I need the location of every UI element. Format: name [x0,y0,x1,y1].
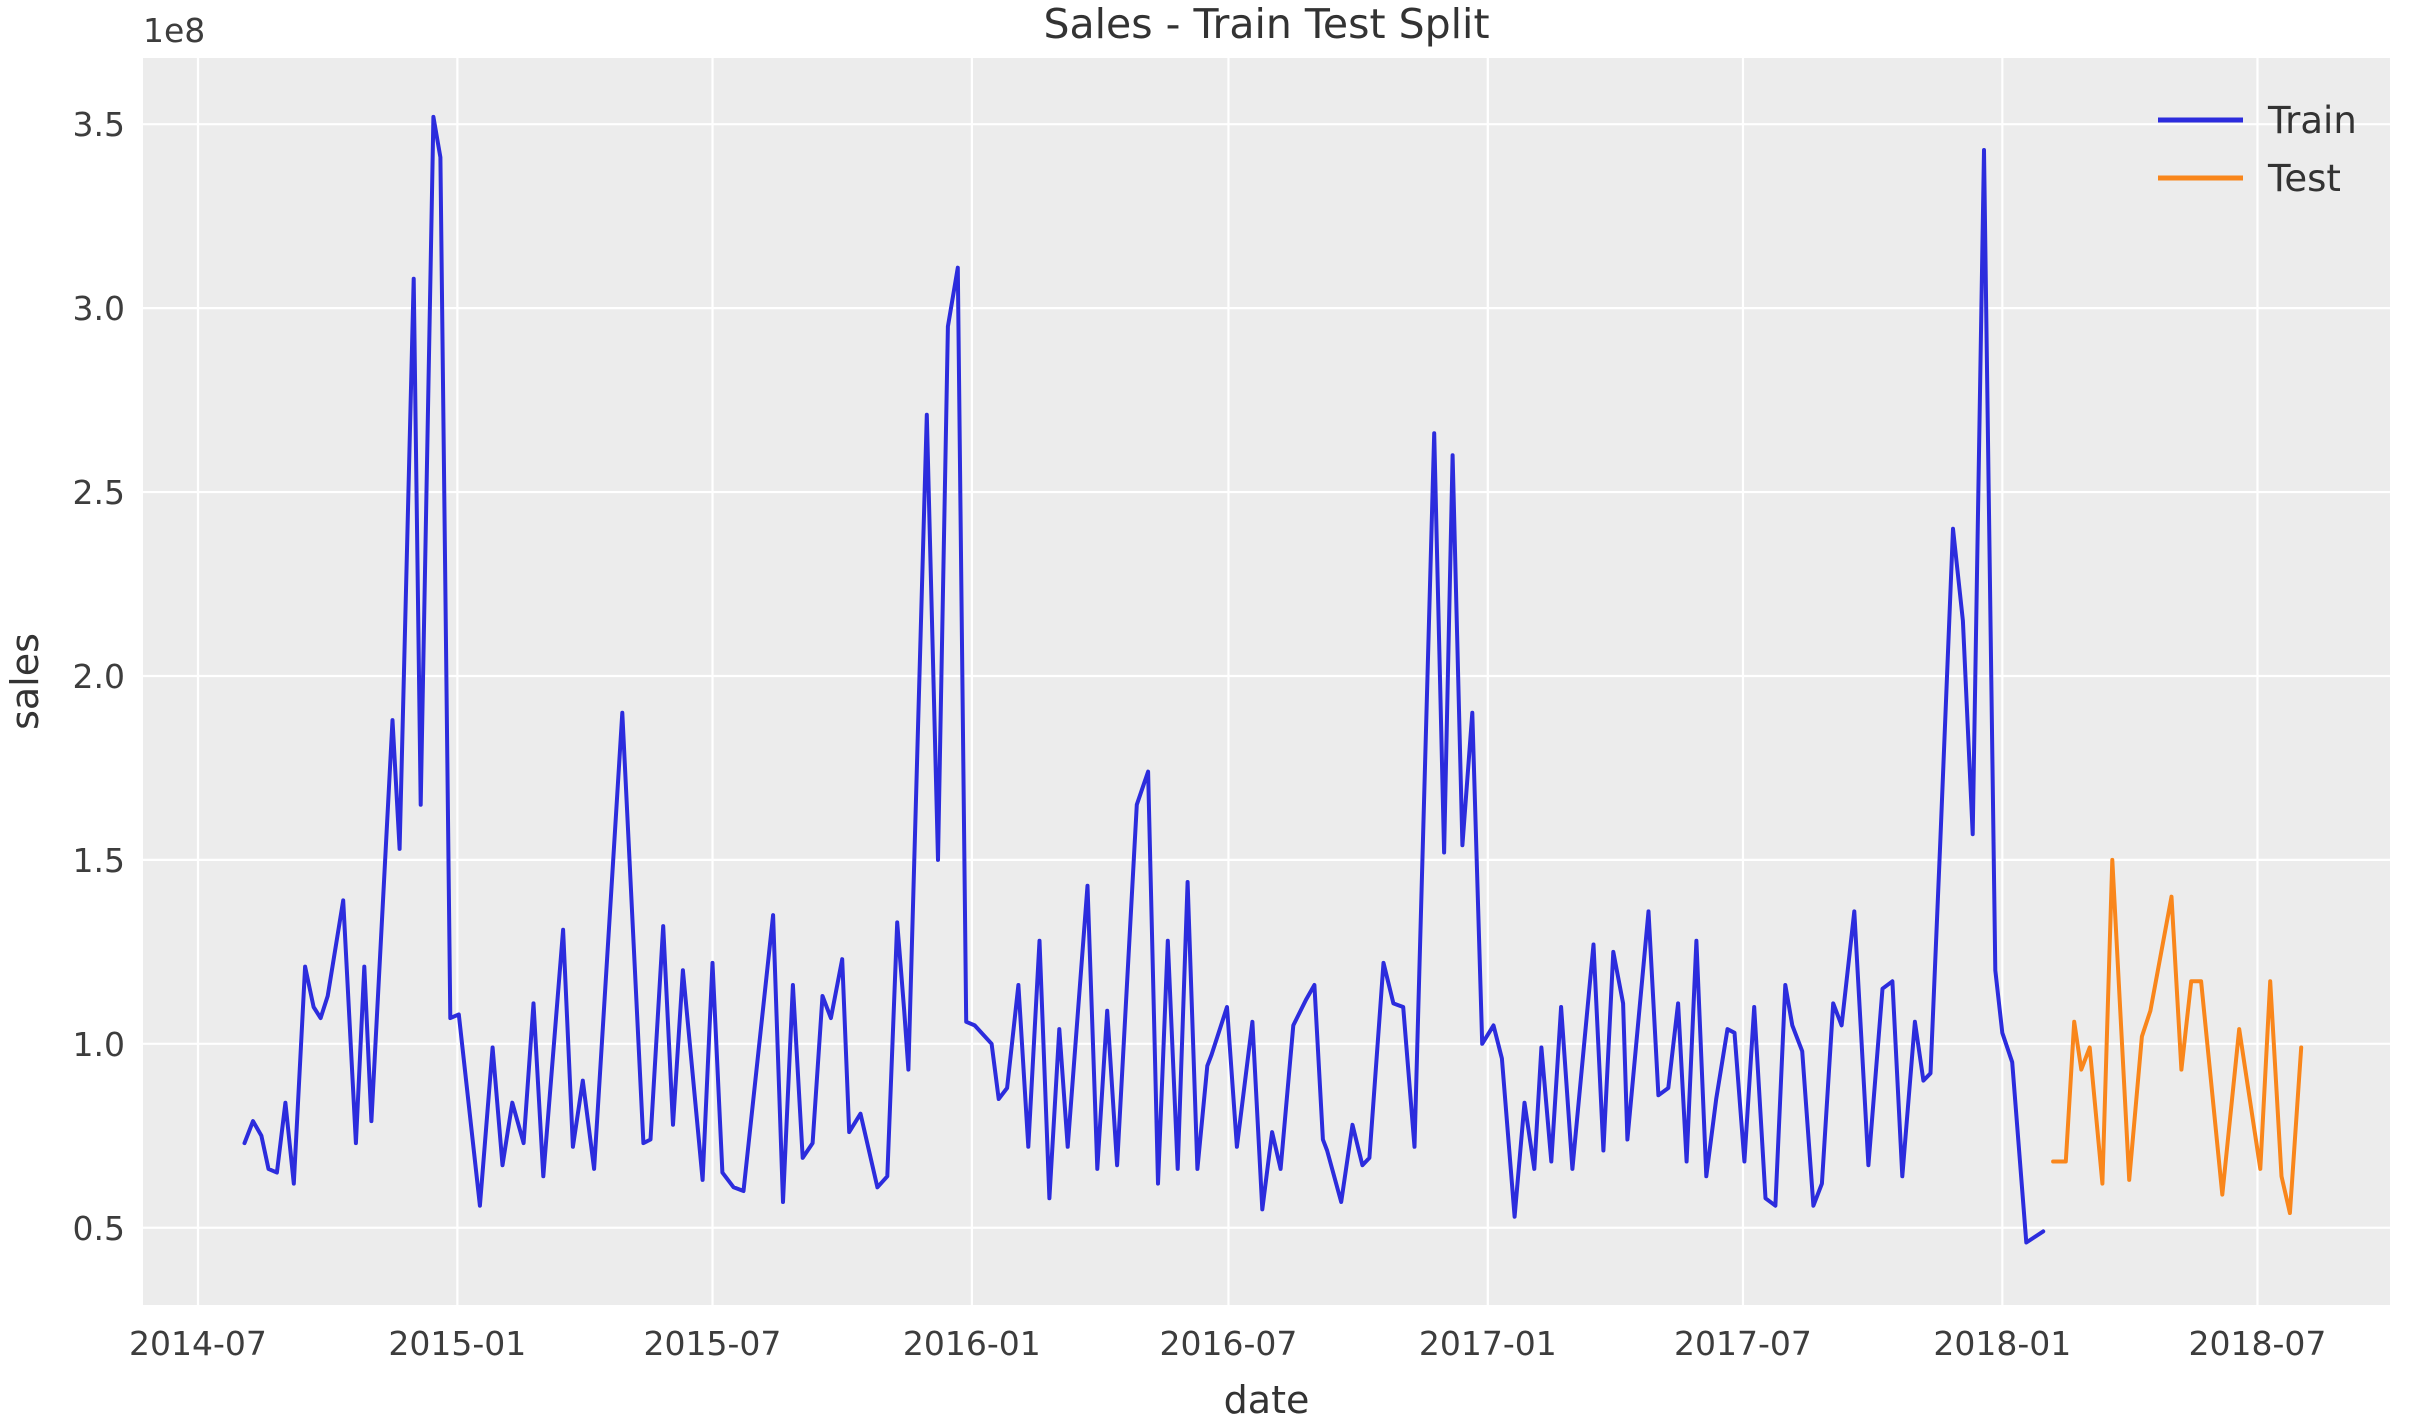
x-tick-label: 2018-07 [2189,1324,2327,1363]
y-axis-offset-text: 1e8 [143,11,205,50]
x-tick-label: 2015-01 [388,1324,526,1363]
y-tick-label: 1.0 [73,1025,125,1064]
y-tick-label: 0.5 [73,1209,125,1248]
gridlines [143,58,2390,1305]
x-tick-label: 2016-07 [1159,1324,1297,1363]
y-tick-label: 2.5 [73,473,125,512]
x-tick-label: 2018-01 [1933,1324,2071,1363]
series-line-test [2051,857,2304,1215]
legend: Train Test [2158,99,2357,200]
x-tick-label: 2016-01 [903,1324,1041,1363]
y-tick-label: 3.0 [73,289,125,328]
x-tick-label: 2017-01 [1419,1324,1557,1363]
y-tick-label: 1.5 [73,841,125,880]
y-axis-label: sales [3,633,47,730]
x-axis-label: date [1224,1378,1310,1422]
series-line-train [242,114,2046,1245]
x-tick-label: 2014-07 [129,1324,267,1363]
plot-background [143,58,2390,1305]
y-tick-label: 3.5 [73,105,125,144]
x-tick-label: 2017-07 [1674,1324,1812,1363]
legend-label-test: Test [2267,157,2341,200]
legend-label-train: Train [2267,99,2357,142]
x-tick-label: 2015-07 [644,1324,782,1363]
chart-title: Sales - Train Test Split [1043,0,1489,48]
y-tick-label: 2.0 [73,657,125,696]
